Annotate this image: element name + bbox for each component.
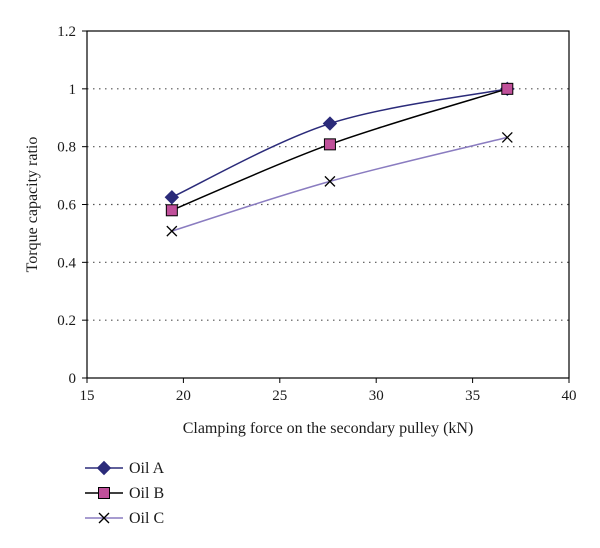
y-tick-label: 1 — [69, 82, 77, 98]
legend-label: Oil A — [129, 460, 165, 477]
x-tick-label: 20 — [176, 388, 191, 404]
y-axis-ticks: 0 0.2 0.4 0.6 0.8 1 1.2 — [57, 24, 87, 387]
legend-item-oil-c: Oil C — [85, 510, 164, 527]
series-markers — [164, 81, 515, 237]
y-tick-label: 0.2 — [57, 313, 76, 329]
x-tick-label: 40 — [562, 388, 577, 404]
data-point-oil-a — [164, 190, 180, 205]
y-tick-label: 0 — [69, 371, 77, 387]
data-point-oil-b — [323, 138, 336, 151]
y-tick-label: 0.8 — [57, 140, 76, 156]
legend-label: Oil C — [129, 510, 164, 527]
legend-item-oil-b: Oil B — [85, 485, 164, 502]
data-point-oil-c — [501, 131, 513, 143]
y-axis-title: Torque capacity ratio — [24, 137, 41, 273]
x-tick-label: 15 — [80, 388, 95, 404]
data-point-oil-b — [165, 204, 178, 217]
legend-item-oil-a: Oil A — [85, 460, 165, 477]
series-lines — [171, 88, 508, 232]
series-line-oil-a — [171, 88, 508, 198]
x-tick-label: 35 — [465, 388, 480, 404]
y-tick-label: 0.6 — [57, 198, 76, 214]
legend-marker-oil-a — [96, 460, 112, 476]
x-tick-label: 25 — [272, 388, 287, 404]
series-line-oil-c — [171, 136, 508, 232]
legend: Oil A Oil B Oil C — [85, 460, 165, 527]
x-tick-label: 30 — [369, 388, 384, 404]
y-tick-label: 0.4 — [57, 255, 76, 271]
legend-label: Oil B — [129, 485, 164, 502]
x-axis-ticks: 15 20 25 30 35 40 — [80, 378, 577, 404]
data-point-oil-a — [322, 116, 338, 131]
legend-marker-oil-c — [98, 512, 110, 524]
x-axis-title: Clamping force on the secondary pulley (… — [183, 420, 474, 437]
legend-marker-oil-b — [98, 487, 110, 499]
data-point-oil-c — [324, 175, 336, 187]
data-point-oil-b — [501, 82, 514, 95]
y-tick-label: 1.2 — [57, 24, 76, 40]
data-point-oil-c — [166, 225, 178, 237]
